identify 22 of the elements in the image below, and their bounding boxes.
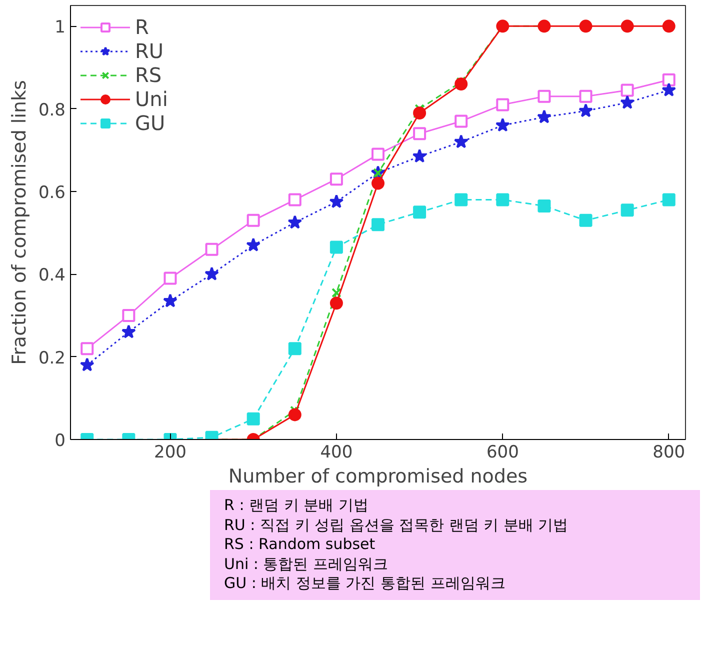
x-tick-label: 800 — [652, 442, 686, 462]
y-tick-label: 0.2 — [38, 348, 66, 368]
x-tick-label: 200 — [154, 442, 186, 462]
y-tick-label: 0 — [54, 431, 66, 451]
text: Uni : 통합된 프레임워크 — [224, 554, 388, 572]
legend-label: GU — [135, 111, 166, 135]
text: R : 랜덤 키 분배 기법 — [224, 496, 368, 514]
legend-label: RS — [135, 63, 162, 87]
legend-label: Uni — [135, 87, 168, 111]
text: GU : 배치 정보를 가진 통합된 프레임워크 — [224, 574, 506, 592]
y-axis-title: Fraction of compromised links — [8, 80, 30, 365]
x-axis-title: Number of compromised nodes — [228, 466, 528, 488]
y-tick-label: 0.6 — [38, 183, 66, 203]
y-tick-label: 0.4 — [38, 266, 66, 286]
legend-label: R — [135, 15, 150, 39]
y-tick-label: 0.8 — [38, 100, 66, 120]
x-tick-label: 400 — [320, 442, 353, 462]
x-tick-label: 600 — [486, 442, 519, 462]
text: RS : Random subset — [224, 535, 376, 553]
y-tick-label: 1 — [54, 18, 66, 38]
text: RU : 직접 키 성립 옵션을 접목한 랜덤 키 분배 기법 — [224, 516, 568, 534]
legend-label: RU — [135, 39, 164, 63]
